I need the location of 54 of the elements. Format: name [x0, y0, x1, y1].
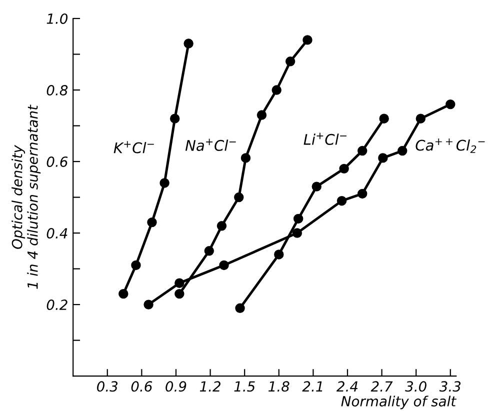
point: [274, 250, 284, 260]
point: [118, 288, 128, 299]
series-label: K$^{+}$Cl$^{−}$: [114, 141, 154, 154]
y-tick-label: 0.2: [46, 300, 68, 310]
point: [256, 110, 267, 120]
point: [131, 260, 141, 270]
x-tick-label: 2.7: [370, 381, 393, 392]
series-label: Na$^{+}$Cl$^{−}$: [185, 138, 236, 151]
point: [144, 300, 154, 310]
x-tick-label: 0.6: [131, 381, 152, 392]
point: [379, 114, 389, 124]
y-tick-label: 0.4: [46, 228, 68, 239]
point: [398, 146, 408, 156]
point: [170, 114, 180, 124]
point: [302, 35, 312, 45]
point: [336, 196, 347, 206]
point: [204, 246, 214, 256]
x-tick-label: 1.8: [268, 381, 290, 392]
point: [184, 38, 194, 48]
point: [292, 228, 302, 238]
point: [358, 146, 368, 156]
x-tick-label: 1.2: [200, 381, 220, 392]
series-label: Li$^{+}$Cl$^{−}$: [304, 132, 346, 145]
x-tick-label: 0.3: [97, 381, 118, 392]
x-tick-label: 3.0: [405, 381, 426, 392]
x-axis-title: Normality of salt: [341, 396, 457, 410]
series-label: Ca$^{++}$Cl$_{2}$$^{−}$: [416, 138, 485, 153]
point: [293, 214, 304, 224]
y-tick-label: 0.8: [46, 84, 68, 96]
point: [160, 178, 170, 188]
y-tick-label: 1.0: [46, 13, 68, 24]
point: [240, 153, 251, 163]
point: [272, 85, 282, 95]
y-axis-title: Optical density 1 in 4 dilution supernatant: [12, 104, 41, 289]
point: [339, 164, 349, 174]
point: [235, 303, 245, 313]
y-tick-label: 0.6: [46, 156, 68, 167]
point: [358, 188, 368, 199]
x-tick-label: 0.9: [166, 381, 186, 392]
point: [174, 278, 184, 288]
x-tick-label: 2.1: [302, 381, 322, 392]
point: [285, 56, 296, 66]
point: [446, 99, 456, 110]
x-tick-label: 1.5: [234, 381, 255, 392]
point: [312, 182, 322, 192]
point: [378, 153, 388, 163]
point: [416, 114, 426, 124]
point: [234, 192, 244, 202]
x-tick-label: 3.3: [439, 381, 461, 392]
point: [219, 260, 229, 270]
point: [174, 288, 184, 299]
point: [216, 221, 227, 231]
x-tick-label: 2.4: [336, 381, 358, 392]
point: [147, 217, 157, 228]
